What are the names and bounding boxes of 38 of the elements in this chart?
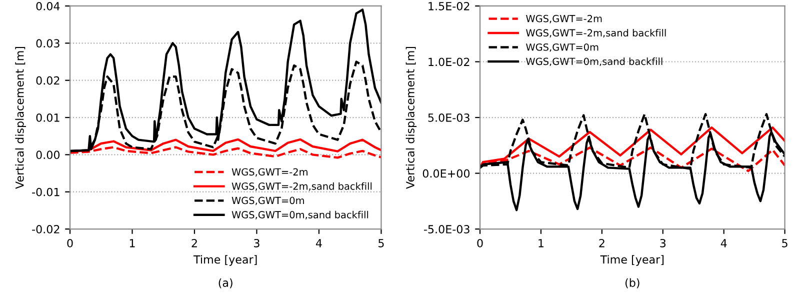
y-tick-label: 0.03 bbox=[36, 39, 60, 48]
y-axis-title: Vertical displacement [m] bbox=[406, 46, 417, 189]
y-tick-label: 0.01 bbox=[36, 113, 60, 122]
x-tick-label: 3 bbox=[254, 238, 260, 248]
legend-label: WGS,GWT=-2m bbox=[232, 168, 308, 177]
x-tick-label: 3 bbox=[660, 238, 666, 248]
y-tick-label: 0.0E+00 bbox=[422, 169, 470, 178]
x-tick-label: 1 bbox=[538, 239, 544, 248]
x-tick-label: 5 bbox=[782, 239, 788, 248]
text: (a) bbox=[218, 278, 232, 288]
legend-label: WGS,GWT=0m,sand backfill bbox=[526, 58, 662, 66]
y-tick-label: 1.5E-02 bbox=[428, 2, 470, 10]
legend-label: WGS,GWT=-2m,sand backfill bbox=[526, 29, 666, 38]
x-tick-label: 2 bbox=[192, 238, 197, 248]
y-tick-label: 0.02 bbox=[36, 76, 60, 85]
y-tick-label: -0.02 bbox=[32, 225, 60, 234]
x-tick-label: 2 bbox=[599, 238, 604, 248]
text: (b) bbox=[625, 278, 640, 288]
x-tick-label: 0 bbox=[477, 238, 483, 248]
legend-label: WGS,GWT=-2m,sand backfill bbox=[232, 182, 372, 191]
y-tick-label: 0.04 bbox=[36, 2, 60, 10]
y-tick-label: -0.01 bbox=[32, 188, 60, 196]
x-axis-title: Time [year] bbox=[193, 255, 257, 266]
x-tick-label: 5 bbox=[378, 239, 384, 248]
x-axis-title: Time [year] bbox=[600, 255, 664, 266]
legend-label: WGS,GWT=0m bbox=[526, 43, 598, 52]
y-tick-label: 1.0E-02 bbox=[428, 58, 470, 66]
y-tick-label: -5.0E-03 bbox=[424, 225, 470, 234]
x-tick-label: 1 bbox=[130, 239, 135, 248]
x-tick-label: 4 bbox=[720, 239, 727, 248]
y-axis-title: Vertical displacement [m] bbox=[15, 46, 26, 189]
x-tick-label: 4 bbox=[316, 239, 322, 248]
legend-label: WGS,GWT=0m,sand backfill bbox=[232, 210, 368, 220]
x-tick-label: 0 bbox=[67, 238, 73, 248]
y-tick-label: 0.00 bbox=[36, 150, 60, 160]
y-tick-label: 5.0E-03 bbox=[428, 113, 470, 122]
legend-label: WGS,GWT=0m bbox=[232, 196, 304, 206]
legend-label: WGS,GWT=-2m bbox=[526, 14, 602, 24]
